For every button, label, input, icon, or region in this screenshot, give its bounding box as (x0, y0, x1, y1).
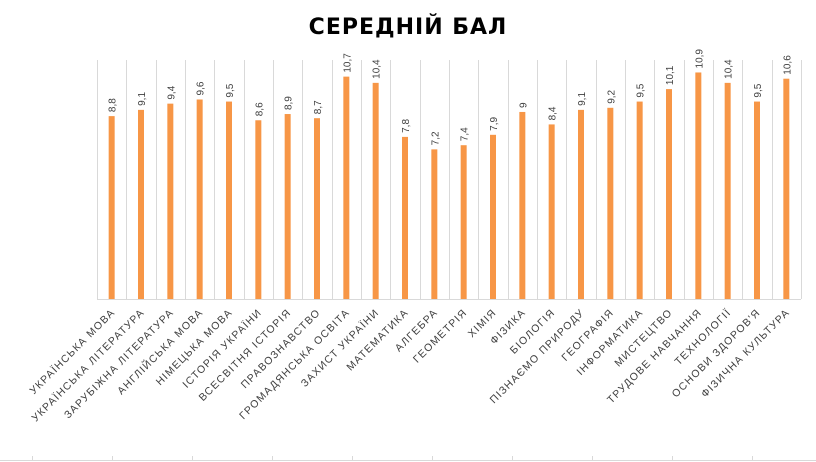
bar (783, 78, 790, 299)
bar (460, 145, 467, 299)
chart-title: СЕРЕДНІЙ БАЛ (309, 14, 508, 40)
category-gridlines (97, 60, 802, 300)
bar (196, 99, 203, 299)
data-label: 10,7 (342, 53, 353, 73)
data-label: 8,4 (548, 106, 559, 120)
data-label: 8,9 (284, 96, 295, 110)
x-tick-label: ГЕОМЕТРІЯ (411, 307, 470, 366)
bar (372, 82, 379, 299)
bar (255, 120, 262, 299)
data-label: 9,1 (137, 92, 148, 106)
bar (724, 82, 731, 299)
data-label: 10,6 (782, 55, 793, 75)
data-label: 10,9 (694, 49, 705, 69)
data-label: 9,5 (636, 83, 647, 97)
data-label: 10,1 (665, 65, 676, 85)
bar (607, 107, 614, 299)
bar (284, 114, 291, 299)
bar (490, 134, 496, 299)
bottom-axis-ticks (0, 456, 816, 461)
bar (548, 124, 555, 299)
bar (167, 103, 174, 299)
bar (343, 76, 350, 299)
data-label: 9,1 (577, 92, 588, 106)
data-label: 9,4 (166, 85, 177, 99)
data-label: 10,4 (724, 59, 735, 79)
data-label: 7,4 (460, 127, 471, 141)
data-label: 9 (518, 102, 529, 108)
x-tick-label: УКРАЇНСЬКА ЛІТЕРАТУРА (29, 307, 147, 425)
bar (636, 101, 643, 299)
bar (666, 89, 672, 300)
bar (431, 149, 438, 299)
bar (138, 109, 144, 299)
data-label: 9,2 (606, 89, 617, 103)
bars (108, 72, 790, 300)
bar (108, 116, 115, 300)
data-label: 8,8 (108, 98, 119, 112)
bar (226, 101, 232, 299)
data-label: 8,7 (313, 100, 324, 114)
data-label: 10,4 (372, 59, 383, 79)
bar (695, 72, 702, 299)
x-tick-label: ЗАРУБІЖНА ЛІТЕРАТУРА (62, 307, 176, 421)
data-label: 7,8 (401, 119, 412, 133)
bar (314, 118, 320, 299)
data-label: 9,5 (225, 83, 236, 97)
data-label: 7,9 (489, 116, 500, 130)
data-label: 7,2 (430, 131, 441, 145)
bar (519, 111, 526, 300)
data-label: 9,5 (753, 83, 764, 97)
bar (754, 101, 760, 299)
bar (402, 136, 408, 299)
data-label: 9,6 (196, 81, 207, 95)
data-labels: 8,8 9,1 9,4 9,6 9,5 8,6 8,9 8,7 10,7 10,4 7,8 7,2 7,… (108, 49, 794, 146)
data-label: 8,6 (254, 102, 265, 116)
bar (578, 109, 584, 299)
